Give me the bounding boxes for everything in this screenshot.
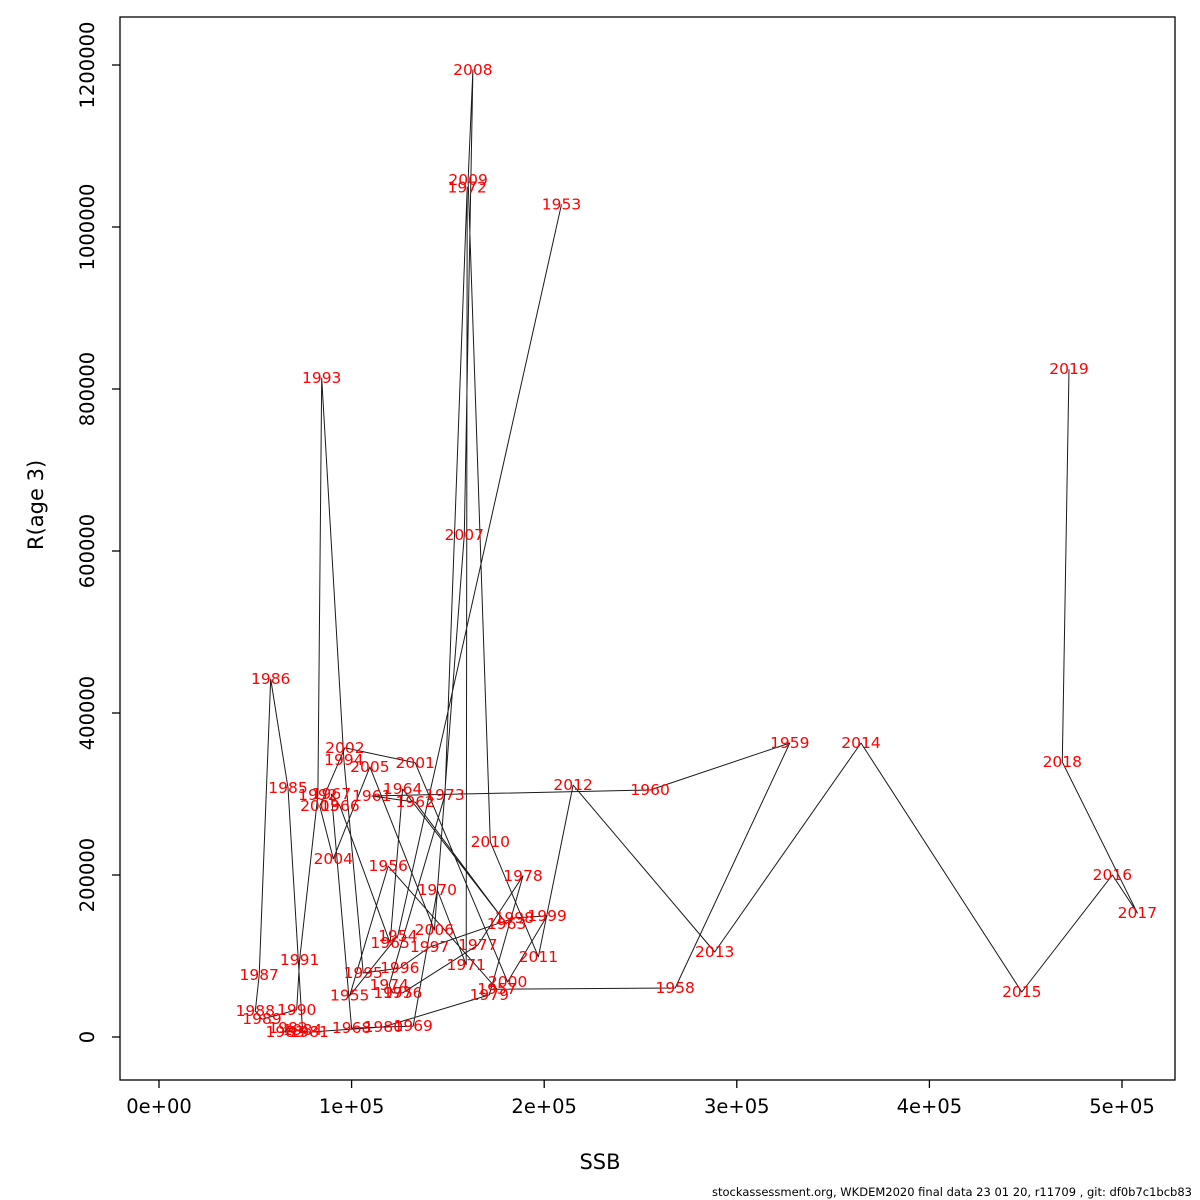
year-label-1993: 1993 bbox=[302, 369, 341, 387]
plot-border bbox=[119, 16, 1176, 1081]
year-label-1969: 1969 bbox=[393, 1017, 432, 1035]
y-axis-title: R(age 3) bbox=[24, 459, 48, 550]
year-label-1974: 1974 bbox=[369, 976, 408, 994]
year-label-1953: 1953 bbox=[542, 195, 581, 213]
year-label-1964: 1964 bbox=[383, 780, 422, 798]
year-label-1984: 1984 bbox=[283, 1021, 322, 1039]
y-tick-label: 200000 bbox=[76, 838, 99, 912]
year-label-2007: 2007 bbox=[445, 526, 484, 544]
year-label-2001: 2001 bbox=[395, 754, 434, 772]
year-label-2017: 2017 bbox=[1118, 904, 1157, 922]
year-label-1998: 1998 bbox=[495, 909, 534, 927]
year-label-2006: 2006 bbox=[415, 921, 454, 939]
x-tick-label: 4e+05 bbox=[897, 1095, 963, 1118]
year-label-1986: 1986 bbox=[251, 670, 290, 688]
y-tick-label: 0 bbox=[76, 1031, 99, 1043]
year-label-1960: 1960 bbox=[630, 781, 669, 799]
year-label-2004: 2004 bbox=[314, 850, 353, 868]
year-label-1997: 1997 bbox=[410, 938, 449, 956]
y-tick-label: 400000 bbox=[76, 676, 99, 750]
y-tick-label: 1200000 bbox=[76, 22, 99, 109]
year-label-1996: 1996 bbox=[380, 959, 419, 977]
year-label-1982: 1982 bbox=[268, 1019, 307, 1037]
year-label-1972: 1972 bbox=[447, 178, 486, 196]
year-label-2002: 2002 bbox=[325, 739, 364, 757]
year-label-1995: 1995 bbox=[343, 964, 382, 982]
year-label-1962: 1962 bbox=[395, 793, 434, 811]
x-tick-label: 1e+05 bbox=[319, 1095, 385, 1118]
year-label-1954: 1954 bbox=[378, 927, 417, 945]
year-label-1968: 1968 bbox=[332, 1019, 371, 1037]
year-label-1994: 1994 bbox=[324, 751, 363, 769]
year-label-1983: 1983 bbox=[265, 1023, 304, 1041]
year-label-1971: 1971 bbox=[446, 956, 485, 974]
x-tick-label: 5e+05 bbox=[1089, 1095, 1155, 1118]
year-label-1976: 1976 bbox=[383, 984, 422, 1002]
year-label-2016: 2016 bbox=[1093, 866, 1132, 884]
year-label-2013: 2013 bbox=[695, 943, 734, 961]
year-label-1973: 1973 bbox=[425, 786, 464, 804]
year-label-1955: 1955 bbox=[330, 987, 369, 1005]
year-label-2015: 2015 bbox=[1002, 983, 1041, 1001]
x-axis-title: SSB bbox=[579, 1150, 621, 1174]
year-label-2011: 2011 bbox=[519, 948, 558, 966]
year-label-1991: 1991 bbox=[280, 951, 319, 969]
year-label-2010: 2010 bbox=[471, 833, 510, 851]
y-tick-label: 800000 bbox=[76, 352, 99, 426]
year-label-1977: 1977 bbox=[458, 936, 497, 954]
year-label-1985: 1985 bbox=[268, 779, 307, 797]
year-label-1979: 1979 bbox=[470, 986, 509, 1004]
year-label-1999: 1999 bbox=[527, 907, 566, 925]
x-tick-label: 2e+05 bbox=[511, 1095, 577, 1118]
year-label-1989: 1989 bbox=[242, 1010, 281, 1028]
year-label-1958: 1958 bbox=[655, 979, 694, 997]
year-label-1975: 1975 bbox=[373, 984, 412, 1002]
year-label-1990: 1990 bbox=[277, 1001, 316, 1019]
year-label-2000: 2000 bbox=[488, 973, 527, 991]
year-label-2005: 2005 bbox=[350, 758, 389, 776]
year-label-1978: 1978 bbox=[503, 867, 542, 885]
year-label-1981: 1981 bbox=[289, 1023, 328, 1041]
year-label-1966: 1966 bbox=[320, 797, 359, 815]
year-label-1957: 1957 bbox=[477, 980, 516, 998]
year-label-1980: 1980 bbox=[364, 1018, 403, 1036]
year-label-1961: 1961 bbox=[352, 787, 391, 805]
year-label-2014: 2014 bbox=[841, 734, 880, 752]
x-tick-label: 0e+00 bbox=[126, 1095, 192, 1118]
year-label-1965: 1965 bbox=[370, 934, 409, 952]
year-label-1956: 1956 bbox=[368, 857, 407, 875]
year-label-2012: 2012 bbox=[553, 776, 592, 794]
year-label-2008: 2008 bbox=[453, 61, 492, 79]
year-label-1988: 1988 bbox=[236, 1002, 275, 1020]
footer-attribution: stockassessment.org, WKDEM2020 final dat… bbox=[712, 1185, 1192, 1199]
year-label-1967: 1967 bbox=[312, 785, 351, 803]
year-label-1963: 1963 bbox=[487, 915, 526, 933]
year-label-2009: 2009 bbox=[448, 171, 487, 189]
y-tick-label: 600000 bbox=[76, 514, 99, 588]
year-label-1970: 1970 bbox=[418, 881, 457, 899]
sr-trajectory-line bbox=[254, 69, 1138, 1033]
year-label-2018: 2018 bbox=[1043, 753, 1082, 771]
y-tick-label: 1000000 bbox=[76, 184, 99, 271]
x-tick-label: 3e+05 bbox=[704, 1095, 770, 1118]
year-label-1959: 1959 bbox=[770, 734, 809, 752]
year-label-2019: 2019 bbox=[1049, 360, 1088, 378]
year-label-1992: 1992 bbox=[298, 786, 337, 804]
year-label-2003: 2003 bbox=[300, 797, 339, 815]
year-label-1987: 1987 bbox=[239, 966, 278, 984]
